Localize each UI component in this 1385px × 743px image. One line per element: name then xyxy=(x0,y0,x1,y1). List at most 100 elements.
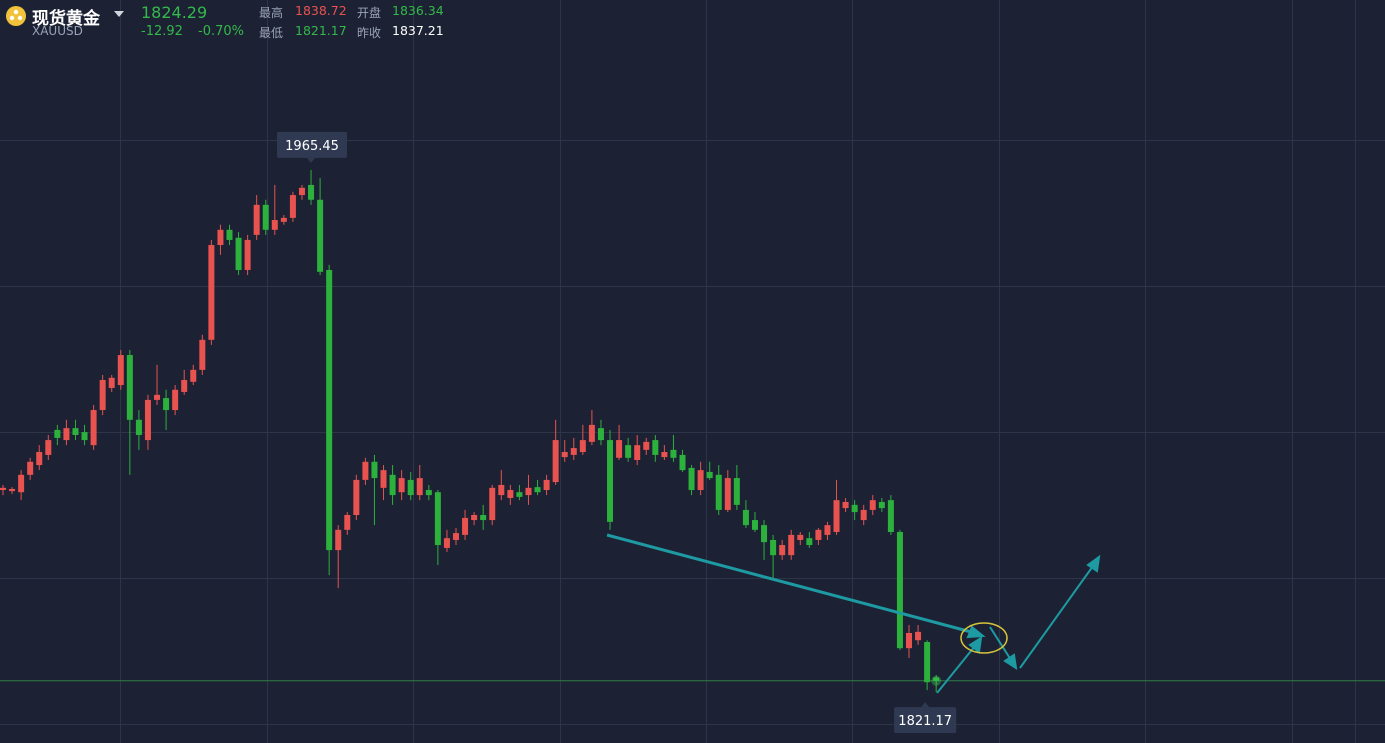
candle-body xyxy=(81,432,88,441)
candle-body xyxy=(842,501,849,509)
candle-body xyxy=(616,440,623,458)
candle-body xyxy=(280,217,287,222)
trend-arrow xyxy=(989,626,1012,661)
instrument-name: 现货黄金 xyxy=(32,9,100,29)
candle-body xyxy=(0,487,6,491)
candle-body xyxy=(607,440,614,522)
candle-body xyxy=(869,500,876,510)
candles: 1965.45 1821.17 xyxy=(0,131,1385,734)
candle-body xyxy=(108,377,115,388)
candle-body xyxy=(425,490,432,496)
candle-body xyxy=(208,245,215,340)
candle-body xyxy=(706,471,713,479)
candle-body xyxy=(597,428,604,441)
candle-body xyxy=(371,461,378,479)
candle-body xyxy=(453,533,459,540)
candle-body xyxy=(117,355,124,386)
candle-body xyxy=(715,474,722,510)
candle-body xyxy=(99,380,106,411)
candle-body xyxy=(724,478,731,510)
candle-body xyxy=(235,237,242,270)
candle-body xyxy=(126,355,133,420)
candle-body xyxy=(552,440,559,483)
candle-body xyxy=(887,500,894,533)
candle-body xyxy=(670,449,677,458)
candle-body xyxy=(181,380,188,392)
candle-body xyxy=(906,632,912,649)
candle-body xyxy=(308,184,315,200)
candle-body xyxy=(851,504,858,513)
stat-label: 昨收 xyxy=(357,26,382,40)
arrow-head xyxy=(968,635,983,654)
candle-body xyxy=(860,509,867,521)
candle-body xyxy=(135,419,142,436)
candle-body xyxy=(733,478,740,505)
candle-body xyxy=(742,509,749,526)
candle-body xyxy=(525,487,532,496)
candle-body xyxy=(697,470,704,491)
candle-body xyxy=(407,479,414,496)
candle-body xyxy=(271,220,278,230)
candle-body xyxy=(788,534,795,556)
candle-body xyxy=(298,187,305,196)
candle-body xyxy=(634,445,641,460)
candle-body xyxy=(489,487,496,521)
max-label: 1965.45 xyxy=(285,139,339,154)
candle-body xyxy=(933,677,940,681)
candle-body xyxy=(534,487,541,493)
candle-body xyxy=(652,440,659,455)
callout-box xyxy=(277,131,348,158)
candle-body xyxy=(434,492,441,546)
candle-body xyxy=(416,478,423,496)
candle-body xyxy=(516,492,523,497)
candle-body xyxy=(570,448,577,455)
candle-body xyxy=(199,339,206,370)
candle-body xyxy=(154,394,161,400)
candle-body xyxy=(833,500,840,533)
candle-body xyxy=(688,467,695,491)
candle-body xyxy=(90,410,97,446)
stat-value: 1821.17 xyxy=(295,23,347,38)
candle-body xyxy=(751,520,758,530)
candle-body xyxy=(471,514,478,521)
candle-body xyxy=(588,424,595,442)
candle-body xyxy=(896,532,903,649)
candle-body xyxy=(27,461,34,475)
candle-body xyxy=(480,514,487,521)
candle-body xyxy=(326,269,333,551)
candle-body xyxy=(353,479,360,515)
candle-body xyxy=(797,534,804,540)
candle-body xyxy=(335,529,342,551)
candle-body xyxy=(190,369,197,382)
candle-body xyxy=(217,229,224,246)
trend-arrow xyxy=(606,533,976,635)
candle-body xyxy=(878,501,885,509)
min-label: 1821.17 xyxy=(898,714,952,729)
candle-body xyxy=(45,440,52,455)
candle-body xyxy=(924,642,931,683)
candle-body xyxy=(806,538,813,546)
candle-body xyxy=(498,484,505,496)
callout-pointer xyxy=(921,702,930,708)
candle-body xyxy=(262,204,269,230)
candle-body xyxy=(163,398,170,411)
dropdown-icon[interactable] xyxy=(114,11,124,17)
candle-body xyxy=(779,545,786,556)
instrument-symbol: XAUUSD xyxy=(32,24,83,38)
candle-body xyxy=(761,525,768,543)
candle-body xyxy=(289,195,296,218)
price-change: -12.92 xyxy=(141,24,183,39)
candle-body xyxy=(507,490,514,498)
stat-label: 最低 xyxy=(259,26,284,40)
candle-body xyxy=(824,525,831,535)
last-glow xyxy=(931,675,942,686)
candle-body xyxy=(398,478,405,493)
candle-body xyxy=(144,399,151,441)
candle-body xyxy=(643,441,650,450)
candle-body xyxy=(462,517,469,535)
arrow-head xyxy=(1003,653,1018,671)
candle-body xyxy=(661,452,668,458)
